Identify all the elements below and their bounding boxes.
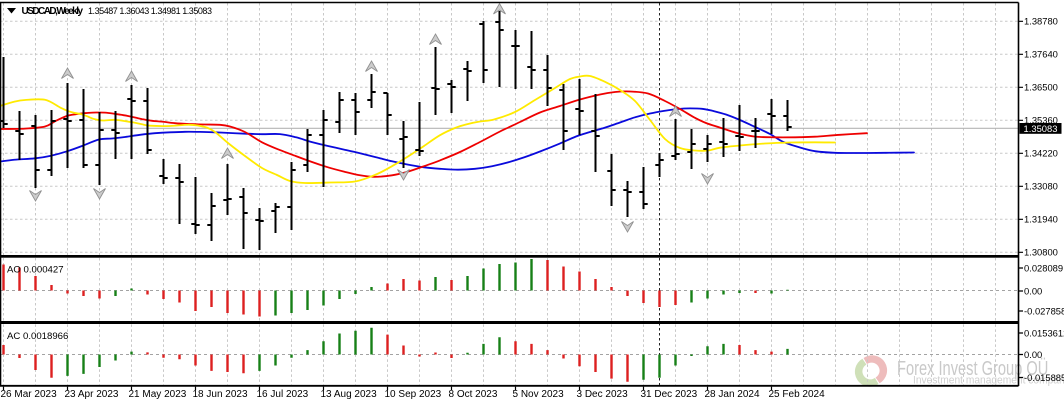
svg-text:25 Feb 2024: 25 Feb 2024 <box>769 389 826 400</box>
svg-text:-0.0158856: -0.0158856 <box>1024 372 1064 383</box>
svg-text:1.37640: 1.37640 <box>1024 49 1058 60</box>
svg-text:0.00: 0.00 <box>1024 285 1042 296</box>
svg-text:13 Aug 2023: 13 Aug 2023 <box>321 389 378 400</box>
svg-text:Investment management company: Investment management company <box>913 374 1064 386</box>
svg-text:28 Jan 2024: 28 Jan 2024 <box>705 389 760 400</box>
svg-text:AC 0.0018966: AC 0.0018966 <box>7 331 68 342</box>
svg-text:16 Jul 2023: 16 Jul 2023 <box>257 389 309 400</box>
svg-text:AO 0.000427: AO 0.000427 <box>7 265 64 276</box>
svg-text:1.33080: 1.33080 <box>1024 181 1058 192</box>
svg-text:3 Dec 2023: 3 Dec 2023 <box>577 389 629 400</box>
svg-text:0.00: 0.00 <box>1024 349 1042 360</box>
svg-text:21 May 2023: 21 May 2023 <box>129 389 187 400</box>
svg-text:5 Nov 2023: 5 Nov 2023 <box>513 389 565 400</box>
svg-text:31 Dec 2023: 31 Dec 2023 <box>641 389 698 400</box>
svg-text:1.38780: 1.38780 <box>1024 16 1058 27</box>
svg-text:USDCAD,Weekly: USDCAD,Weekly <box>22 6 84 17</box>
svg-text:1.36500: 1.36500 <box>1024 82 1058 93</box>
svg-text:1.35083: 1.35083 <box>1024 123 1058 134</box>
svg-text:0.0153612: 0.0153612 <box>1024 327 1064 338</box>
svg-text:23 Apr 2023: 23 Apr 2023 <box>65 389 119 400</box>
svg-text:18 Jun 2023: 18 Jun 2023 <box>193 389 248 400</box>
svg-text:10 Sep 2023: 10 Sep 2023 <box>385 389 442 400</box>
svg-text:1.30800: 1.30800 <box>1024 247 1058 258</box>
svg-text:0.028089: 0.028089 <box>1024 262 1063 273</box>
svg-text:26 Mar 2023: 26 Mar 2023 <box>1 389 58 400</box>
svg-text:1.31940: 1.31940 <box>1024 214 1058 225</box>
svg-text:1.35487 1.36043 1.34981 1.3508: 1.35487 1.36043 1.34981 1.35083 <box>88 6 212 16</box>
svg-text:1.35360: 1.35360 <box>1024 115 1058 126</box>
svg-text:Forex Invest Group OÜ: Forex Invest Group OÜ <box>897 357 1048 380</box>
svg-text:1.34220: 1.34220 <box>1024 148 1058 159</box>
svg-text:8 Oct 2023: 8 Oct 2023 <box>449 389 498 400</box>
svg-text:-0.027858: -0.027858 <box>1024 305 1064 316</box>
